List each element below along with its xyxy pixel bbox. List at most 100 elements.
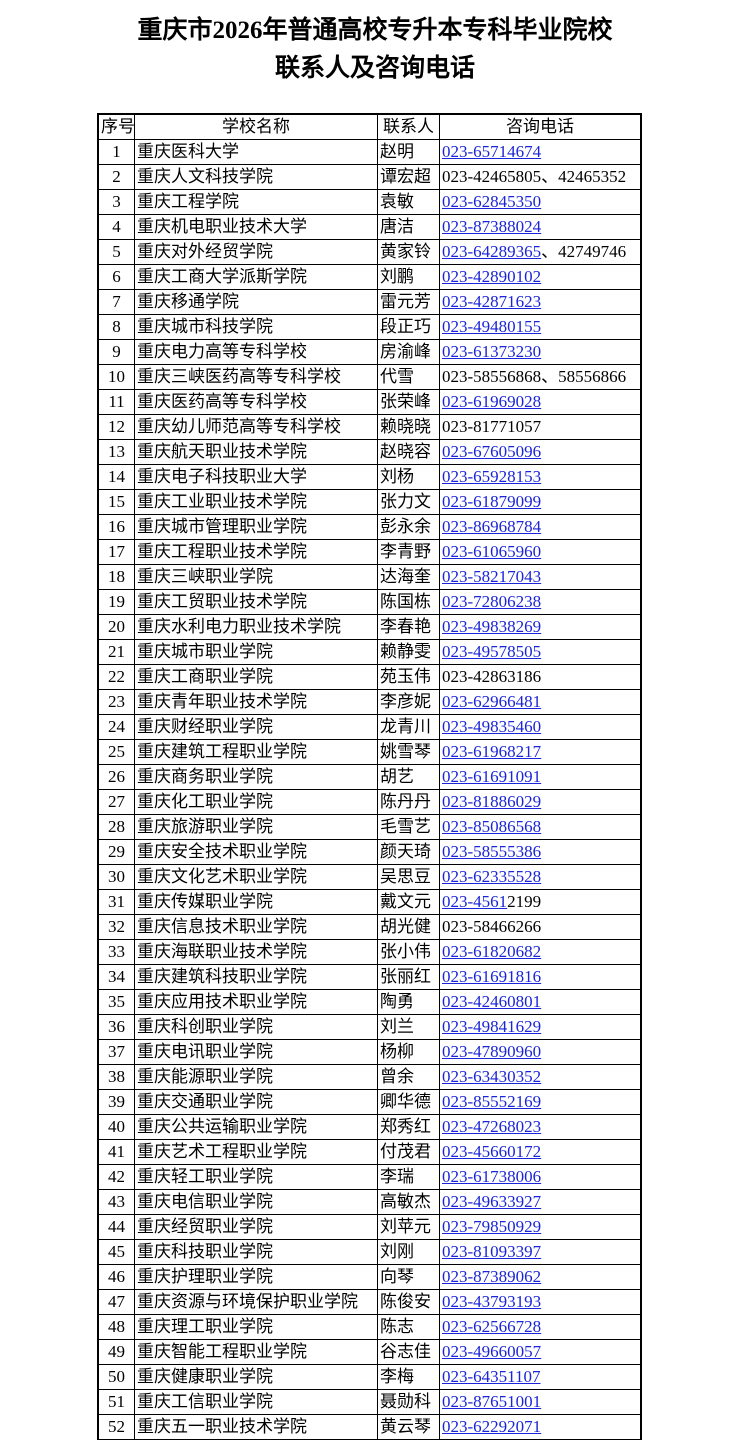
cell-contact-person: 龙青川 (377, 714, 440, 740)
phone-link[interactable]: 023-49633927 (442, 1192, 542, 1211)
cell-contact-person: 胡艺 (377, 764, 440, 790)
cell-school-name: 重庆能源职业学院 (134, 1064, 378, 1090)
cell-contact-person: 雷元芳 (377, 289, 440, 315)
phone-link[interactable]: 023-85086568 (442, 817, 542, 836)
column-header-person: 联系人 (377, 114, 440, 140)
phone-link[interactable]: 023-45660172 (442, 1142, 542, 1161)
phone-link[interactable]: 023-81886029 (442, 792, 542, 811)
phone-link[interactable]: 023-79850929 (442, 1217, 542, 1236)
cell-phone: 023-49633927 (439, 1189, 641, 1215)
table-row: 4 重庆机电职业技术大学 唐洁 023-87388024 (98, 214, 641, 240)
phone-text: 023-42465805、42465352 (442, 167, 627, 186)
cell-contact-person: 张丽红 (377, 964, 440, 990)
cell-phone: 023-58555386 (439, 839, 641, 865)
phone-link[interactable]: 023-61065960 (442, 542, 542, 561)
table-row: 20 重庆水利电力职业技术学院 李春艳 023-49838269 (98, 614, 641, 640)
cell-contact-person: 高敏杰 (377, 1189, 440, 1215)
phone-link[interactable]: 023-49841629 (442, 1017, 542, 1036)
cell-school-name: 重庆医科大学 (134, 139, 378, 165)
phone-link[interactable]: 023-67605096 (442, 442, 542, 461)
cell-seq: 10 (98, 364, 135, 390)
phone-link[interactable]: 023-81093397 (442, 1242, 542, 1261)
cell-contact-person: 陶勇 (377, 989, 440, 1015)
phone-link[interactable]: 023-42890102 (442, 267, 542, 286)
phone-link[interactable]: 023-62292071 (442, 1417, 542, 1436)
phone-link[interactable]: 023-62966481 (442, 692, 542, 711)
phone-link[interactable]: 023-61969028 (442, 392, 542, 411)
phone-link[interactable]: 023-49835460 (442, 717, 542, 736)
phone-link[interactable]: 023-64351107 (442, 1367, 541, 1386)
phone-link[interactable]: 023-85552169 (442, 1092, 542, 1111)
table-row: 44 重庆经贸职业学院 刘苹元 023-79850929 (98, 1214, 641, 1240)
phone-link[interactable]: 023-62335528 (442, 867, 542, 886)
phone-link[interactable]: 023-49480155 (442, 317, 542, 336)
table-row: 30 重庆文化艺术职业学院 吴思豆 023-62335528 (98, 864, 641, 890)
phone-link[interactable]: 023-87389062 (442, 1267, 542, 1286)
phone-link[interactable]: 023-72806238 (442, 592, 542, 611)
phone-link[interactable]: 023-86968784 (442, 517, 542, 536)
phone-link[interactable]: 023-58217043 (442, 567, 542, 586)
table-row: 17 重庆工程职业技术学院 李青野 023-61065960 (98, 539, 641, 565)
cell-school-name: 重庆信息技术职业学院 (134, 914, 378, 940)
table-row: 40 重庆公共运输职业学院 郑秀红 023-47268023 (98, 1114, 641, 1140)
phone-link[interactable]: 023-61691091 (442, 767, 542, 786)
cell-school-name: 重庆海联职业技术学院 (134, 939, 378, 965)
phone-link[interactable]: 023-4561 (442, 892, 508, 911)
cell-school-name: 重庆科技职业学院 (134, 1239, 378, 1265)
phone-link[interactable]: 023-47890960 (442, 1042, 542, 1061)
cell-school-name: 重庆财经职业学院 (134, 714, 378, 740)
phone-link[interactable]: 023-87388024 (442, 217, 542, 236)
phone-link[interactable]: 023-61738006 (442, 1167, 542, 1186)
table-row: 46 重庆护理职业学院 向琴 023-87389062 (98, 1264, 641, 1290)
table-header-row: 序号 学校名称 联系人 咨询电话 (98, 114, 641, 140)
phone-link[interactable]: 023-87651001 (442, 1392, 542, 1411)
cell-phone: 023-62335528 (439, 864, 641, 890)
phone-link[interactable]: 023-49660057 (442, 1342, 542, 1361)
cell-seq: 41 (98, 1139, 135, 1165)
phone-link[interactable]: 023-42871623 (442, 292, 542, 311)
cell-seq: 11 (98, 389, 135, 415)
cell-school-name: 重庆科创职业学院 (134, 1014, 378, 1040)
cell-contact-person: 陈俊安 (377, 1289, 440, 1315)
phone-link[interactable]: 023-62566728 (442, 1317, 542, 1336)
cell-contact-person: 李青野 (377, 539, 440, 565)
cell-contact-person: 刘刚 (377, 1239, 440, 1265)
phone-link[interactable]: 023-62845350 (442, 192, 542, 211)
cell-seq: 35 (98, 989, 135, 1015)
cell-phone: 023-62292071 (439, 1414, 641, 1440)
table-row: 3 重庆工程学院 袁敏 023-62845350 (98, 189, 641, 215)
cell-phone: 023-85552169 (439, 1089, 641, 1115)
cell-seq: 18 (98, 564, 135, 590)
cell-school-name: 重庆医药高等专科学校 (134, 389, 378, 415)
phone-link[interactable]: 023-58555386 (442, 842, 542, 861)
cell-seq: 48 (98, 1314, 135, 1340)
phone-link[interactable]: 023-65928153 (442, 467, 542, 486)
cell-contact-person: 聂勋科 (377, 1389, 440, 1415)
cell-phone: 023-81886029 (439, 789, 641, 815)
phone-link[interactable]: 023-49838269 (442, 617, 542, 636)
phone-link[interactable]: 023-61968217 (442, 742, 542, 761)
phone-link[interactable]: 023-49578505 (442, 642, 542, 661)
cell-school-name: 重庆电讯职业学院 (134, 1039, 378, 1065)
phone-link[interactable]: 023-65714674 (442, 142, 542, 161)
table-row: 33 重庆海联职业技术学院 张小伟 023-61820682 (98, 939, 641, 965)
phone-link[interactable]: 023-43793193 (442, 1292, 542, 1311)
phone-link[interactable]: 023-42460801 (442, 992, 542, 1011)
phone-link[interactable]: 023-47268023 (442, 1117, 542, 1136)
cell-phone: 023-61820682 (439, 939, 641, 965)
phone-link[interactable]: 023-64289365 (442, 242, 542, 261)
phone-link[interactable]: 023-61691816 (442, 967, 542, 986)
phone-link[interactable]: 023-61820682 (442, 942, 542, 961)
cell-seq: 21 (98, 639, 135, 665)
cell-phone: 023-62845350 (439, 189, 641, 215)
cell-phone: 023-43793193 (439, 1289, 641, 1315)
phone-link[interactable]: 023-61373230 (442, 342, 542, 361)
table-row: 49 重庆智能工程职业学院 谷志佳 023-49660057 (98, 1339, 641, 1365)
phone-link[interactable]: 023-63430352 (442, 1067, 542, 1086)
cell-contact-person: 陈国栋 (377, 589, 440, 615)
cell-contact-person: 袁敏 (377, 189, 440, 215)
phone-link[interactable]: 023-61879099 (442, 492, 542, 511)
cell-seq: 4 (98, 214, 135, 240)
table-row: 22 重庆工商职业学院 苑玉伟 023-42863186 (98, 664, 641, 690)
